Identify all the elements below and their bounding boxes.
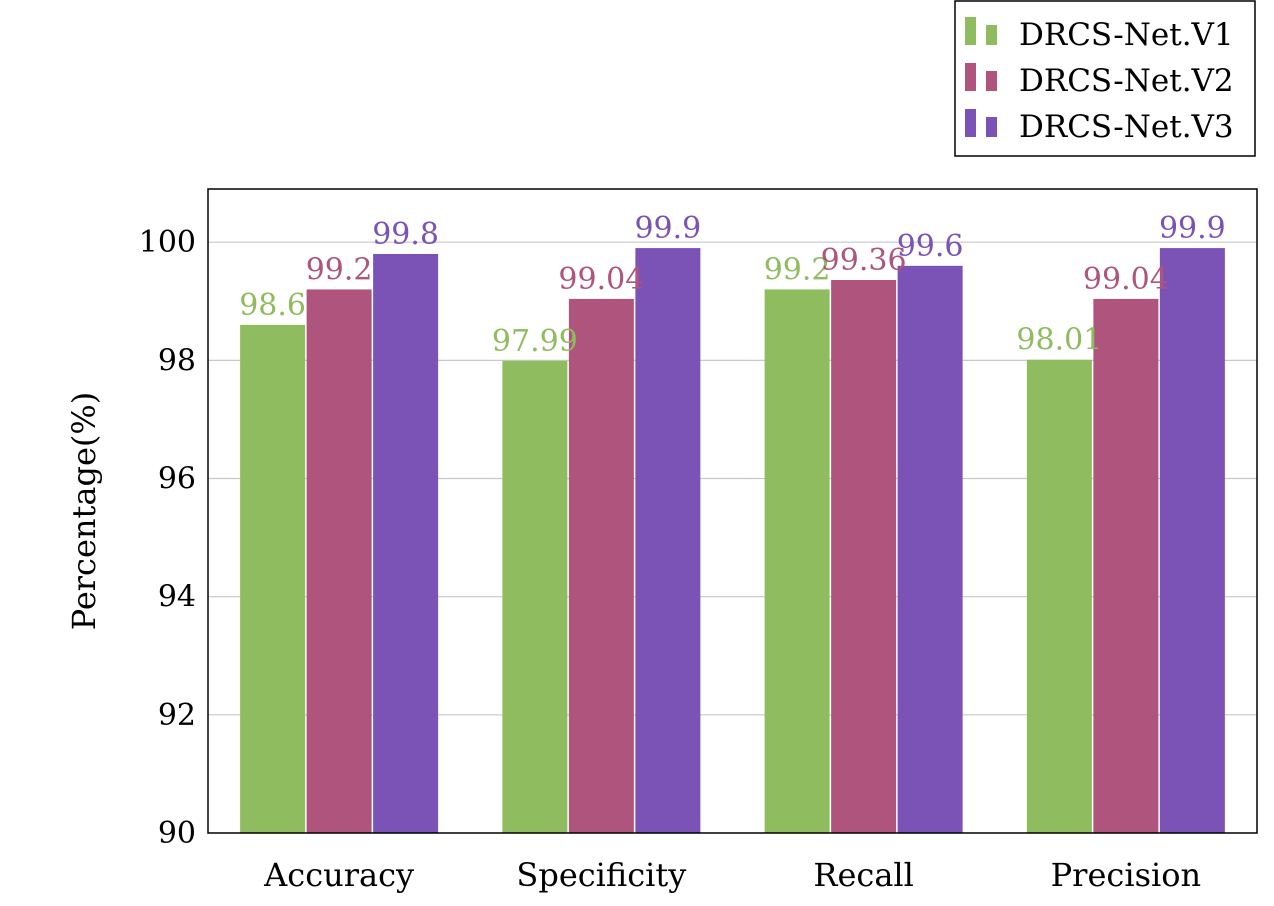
bar-drcs-net-v1: [1026, 359, 1092, 833]
x-tick-label: Precision: [1051, 856, 1201, 894]
plot-frame: [207, 188, 1258, 834]
data-label: 98.6: [239, 288, 306, 323]
y-tick-label: 92: [158, 698, 196, 733]
bar-drcs-net-v1: [240, 324, 306, 833]
legend-label: DRCS-Net.V2: [1019, 63, 1234, 99]
data-label: 99.04: [558, 262, 644, 297]
y-tick-label: 96: [158, 462, 196, 497]
bar-drcs-net-v3: [373, 253, 439, 833]
data-label: 99.36: [821, 243, 907, 278]
data-label: 97.99: [492, 324, 578, 359]
legend-swatch: [965, 63, 976, 91]
legend-swatch: [986, 71, 997, 91]
data-label: 98.01: [1016, 323, 1102, 358]
bars: [240, 248, 1225, 834]
data-label: 99.04: [1083, 262, 1169, 297]
y-axis-ticks: 90 92 94 96 98 100: [139, 225, 196, 851]
x-tick-label: Specificity: [516, 856, 686, 894]
data-label: 99.2: [764, 252, 831, 287]
bar-drcs-net-v2: [1093, 298, 1159, 834]
legend-swatch: [986, 117, 997, 137]
legend-box: [954, 0, 1256, 157]
bar-drcs-net-v3: [635, 248, 701, 833]
legend: DRCS-Net.V1 DRCS-Net.V2 DRCS-Net.V3: [954, 0, 1256, 157]
data-label: 99.9: [1159, 211, 1226, 246]
bar-drcs-net-v1: [764, 289, 830, 833]
x-tick-label: Accuracy: [263, 856, 414, 894]
bar-drcs-net-v2: [568, 298, 634, 834]
legend-swatch: [965, 17, 976, 45]
bar-drcs-net-v3: [1159, 248, 1225, 833]
legend-label: DRCS-Net.V3: [1019, 109, 1234, 145]
bar-drcs-net-v2: [306, 289, 372, 833]
data-label: 99.9: [634, 211, 701, 246]
y-tick-label: 98: [158, 343, 196, 378]
x-axis-ticks: Accuracy Specificity Recall Precision: [263, 856, 1201, 894]
data-labels: 98.699.299.897.9999.0499.999.299.3699.69…: [239, 211, 1226, 359]
y-axis-label: Percentage(%): [65, 392, 103, 631]
y-tick-label: 90: [158, 816, 196, 851]
data-label: 99.6: [897, 229, 964, 264]
legend-swatch: [986, 25, 997, 45]
legend-label: DRCS-Net.V1: [1019, 17, 1234, 53]
data-label: 99.8: [372, 217, 439, 252]
bar-drcs-net-v2: [831, 279, 897, 833]
data-label: 99.2: [306, 252, 373, 287]
bar-drcs-net-v3: [897, 265, 963, 833]
bar-drcs-net-v1: [502, 360, 568, 833]
y-tick-label: 100: [139, 225, 196, 260]
y-tick-label: 94: [158, 580, 196, 615]
legend-swatch: [965, 109, 976, 137]
x-tick-label: Recall: [813, 856, 914, 894]
